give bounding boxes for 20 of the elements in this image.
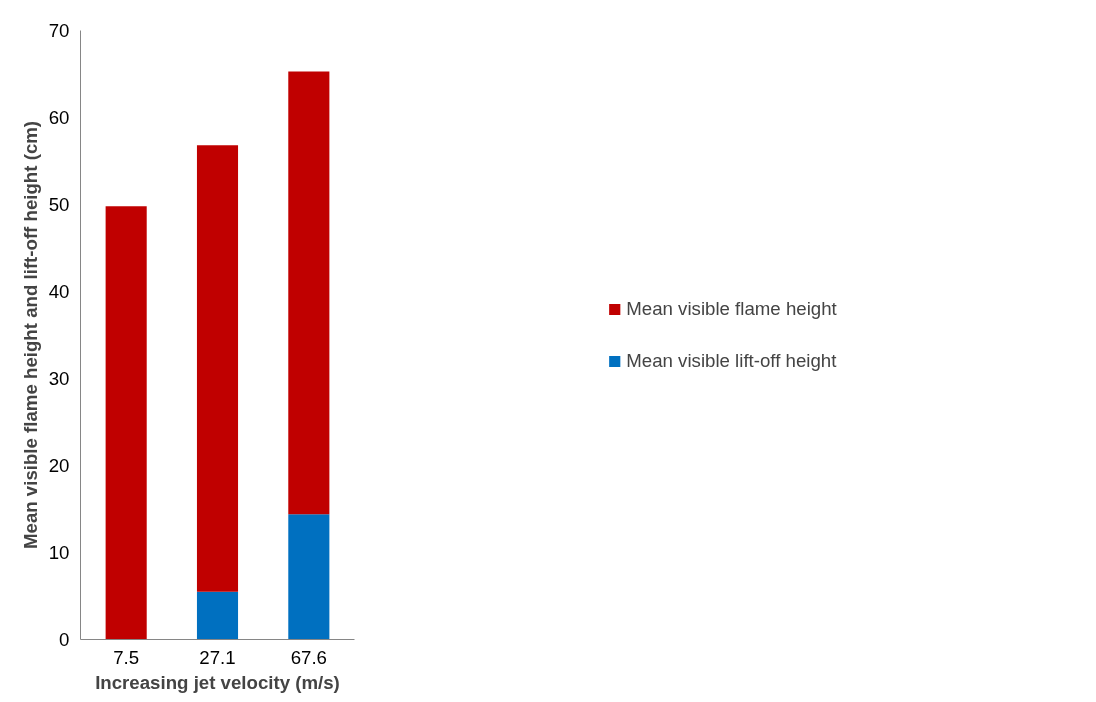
legend-label: Mean visible flame height: [626, 297, 837, 320]
y-tick-label: 0: [59, 629, 70, 650]
y-tick-label: 40: [48, 281, 70, 302]
x-tick-label: 67.6: [290, 646, 327, 668]
x-tick-label: 27.1: [199, 646, 236, 668]
y-tick-label: 60: [48, 107, 70, 128]
bar: [196, 145, 239, 592]
bar: [196, 591, 239, 640]
y-tick-label: 20: [48, 455, 70, 476]
bar: [105, 206, 147, 640]
y-tick-label: 10: [48, 542, 70, 563]
y-tick-label: 70: [48, 20, 70, 41]
bar: [288, 71, 330, 515]
x-tick-label: 7.5: [113, 646, 140, 668]
x-axis-title: Increasing jet velocity (m/s): [95, 671, 340, 693]
y-tick-label: 50: [48, 194, 70, 215]
bar: [288, 514, 330, 640]
y-axis-title: Mean visible flame height and lift-off height (cm): [19, 120, 41, 550]
legend-label: Mean visible lift-off height: [626, 349, 837, 372]
y-tick-label: 30: [48, 368, 70, 389]
